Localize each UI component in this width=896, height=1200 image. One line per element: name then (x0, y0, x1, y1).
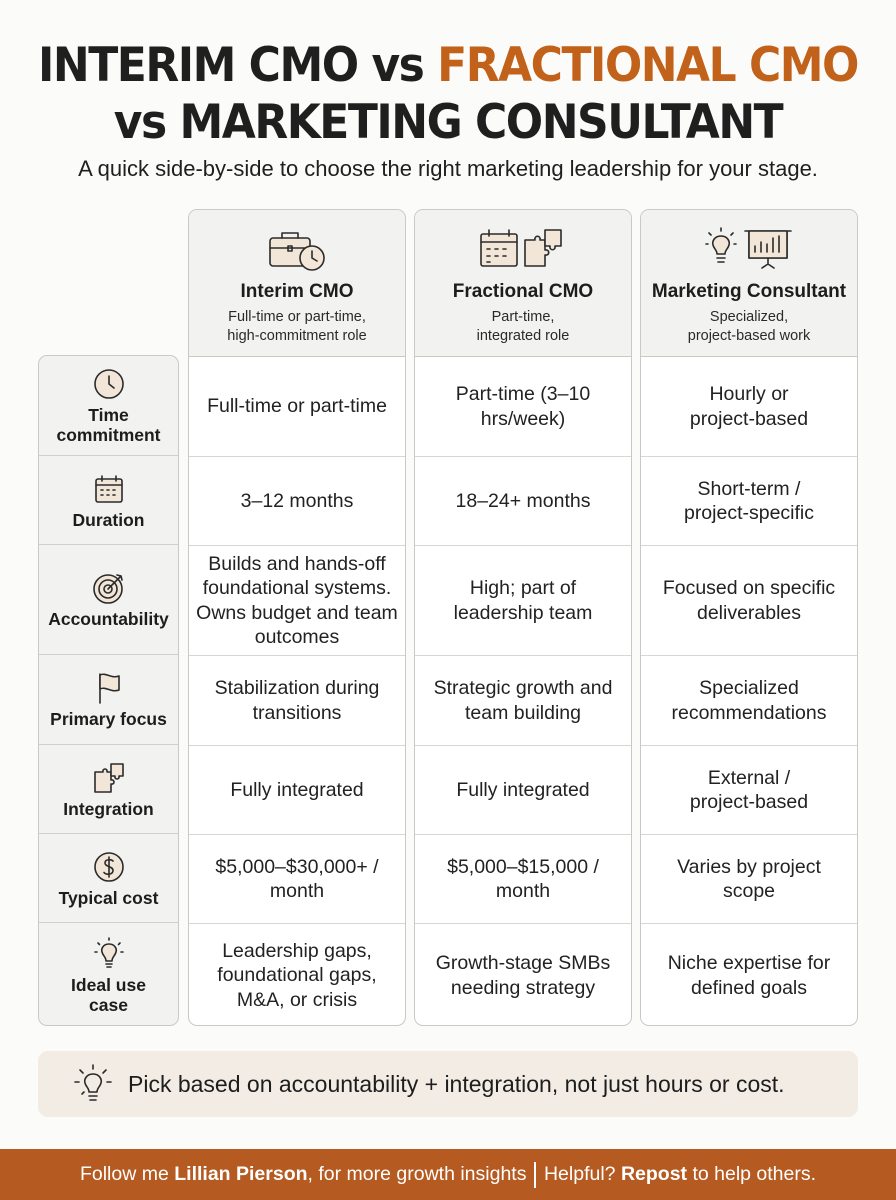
cell-interim-integration: Fully integrated (189, 745, 405, 834)
row-label-accountability: Accountability (39, 544, 178, 654)
page-title-line-2: vs MARKETING CONSULTANT (113, 94, 784, 150)
row-label-text: Integration (63, 798, 154, 819)
footer-banner: Follow me Lillian Pierson, for more grow… (0, 1149, 896, 1200)
cell-fractional-accountability: High; part of leadership team (415, 545, 631, 655)
cell-interim-duration: 3–12 months (189, 456, 405, 545)
cell-consultant-accountability: Focused on specific deliverables (641, 545, 857, 655)
column-marketing-consultant: Marketing Consultant Specialized, projec… (640, 209, 858, 1026)
row-label-text: Duration (72, 509, 145, 530)
cell-consultant-focus: Specialized recommendations (641, 655, 857, 745)
tip-text: Pick based on accountability + integrati… (128, 1070, 785, 1097)
page-title-line-1: INTERIM CMO vs FRACTIONAL CMO (0, 35, 896, 98)
cell-fractional-use-case: Growth-stage SMBs needing strategy (415, 923, 631, 1025)
lightbulb-icon (93, 936, 124, 968)
desc-line: Full-time or part-time, (228, 309, 366, 325)
puzzle-icon (93, 762, 124, 793)
row-labels-column: Time commitment Duration Accountability … (38, 355, 179, 1026)
cell-text: Short-term / project-specific (683, 477, 815, 525)
title-accent: FRACTIONAL CMO (437, 37, 859, 93)
row-label-typical-cost: Typical cost (39, 833, 178, 922)
row-label-text: Ideal use case (71, 974, 146, 1015)
column-header: Fractional CMO Part-time, integrated rol… (415, 210, 631, 357)
column-title: Fractional CMO (452, 281, 594, 302)
cell-interim-use-case: Leadership gaps, foundational gaps, M&A,… (189, 923, 405, 1025)
desc-line: Part-time, (491, 309, 555, 325)
cell-consultant-integration: External / project-based (641, 745, 857, 834)
clock-icon (93, 369, 124, 399)
column-icons (415, 224, 631, 274)
cell-interim-focus: Stabilization during transitions (189, 655, 405, 745)
tip-banner: Pick based on accountability + integrati… (38, 1051, 858, 1117)
cell-text: Niche expertise for defined goals (667, 952, 831, 999)
row-label-ideal-use-case: Ideal use case (39, 922, 178, 1025)
cell-interim-accountability: Builds and hands-off foundational system… (189, 545, 405, 655)
row-label-text: Accountability (48, 609, 169, 629)
page-subtitle: A quick side-by-side to choose the right… (78, 156, 818, 181)
cell-text: External / project-based (689, 766, 809, 814)
row-label-time-commitment: Time commitment (39, 356, 178, 455)
cell-consultant-duration: Short-term / project-specific (641, 456, 857, 545)
row-label-duration: Duration (39, 455, 178, 544)
desc-line: Specialized, (709, 309, 789, 325)
cell-fractional-duration: 18–24+ months (415, 456, 631, 545)
cell-text: Focused on specific deliverables (662, 577, 836, 624)
lightbulb-icon (74, 1064, 112, 1101)
cell-consultant-time: Hourly or project-based (641, 357, 857, 456)
cell-fractional-time: Part-time (3–10 hrs/week) (415, 357, 631, 456)
column-header: Interim CMO Full-time or part-time, high… (189, 210, 405, 357)
calendar-icon (94, 474, 123, 503)
row-label-text: Primary focus (50, 709, 167, 729)
column-title: Marketing Consultant (651, 281, 847, 302)
column-interim-cmo: Interim CMO Full-time or part-time, high… (188, 209, 406, 1026)
row-label-primary-focus: Primary focus (39, 654, 178, 744)
cell-text: High; part of leadership team (453, 577, 593, 624)
cell-fractional-cost: $5,000–$15,000 / month (415, 834, 631, 923)
lightbulb-presentation-icon (705, 227, 792, 269)
footer-text: , for more growth insights (307, 1163, 527, 1185)
column-description: Full-time or part-time, high-commitment … (193, 308, 401, 346)
cell-text: Varies by project scope (677, 855, 821, 903)
calendar-puzzle-icon (480, 229, 562, 267)
column-description: Part-time, integrated role (419, 308, 627, 346)
cell-interim-time: Full-time or part-time (207, 395, 387, 418)
column-header: Marketing Consultant Specialized, projec… (641, 210, 857, 357)
desc-line: integrated role (476, 328, 570, 344)
column-icons (641, 224, 857, 274)
dollar-icon (93, 851, 124, 882)
desc-line: project-based work (687, 328, 811, 344)
target-icon (92, 574, 123, 604)
column-title: Interim CMO (240, 281, 354, 302)
briefcase-clock-icon (269, 232, 325, 271)
repost-label: Repost (620, 1163, 688, 1185)
footer-text: Follow me (79, 1163, 175, 1185)
column-description: Specialized, project-based work (645, 308, 853, 346)
title-part: INTERIM CMO vs (38, 37, 438, 93)
cell-consultant-use-case: Niche expertise for defined goals (641, 923, 857, 1025)
cell-fractional-focus: Strategic growth and team building (415, 655, 631, 745)
column-icons (189, 224, 405, 274)
cell-text: Part-time (3–10 hrs/week) (455, 383, 591, 430)
row-label-text: Typical cost (58, 887, 159, 908)
author-name: Lillian Pierson (174, 1163, 308, 1185)
cell-interim-cost: $5,000–$30,000+ / month (189, 834, 405, 923)
footer-text: Helpful? (543, 1163, 621, 1185)
footer-divider (534, 1161, 536, 1188)
desc-line: high-commitment role (227, 328, 367, 344)
cell-consultant-cost: Varies by project scope (641, 834, 857, 923)
flag-icon (98, 673, 120, 704)
row-label-text: Time commitment (56, 405, 161, 445)
column-fractional-cmo: Fractional CMO Part-time, integrated rol… (414, 209, 632, 1026)
footer-text: to help others. (687, 1163, 817, 1185)
row-label-integration: Integration (39, 744, 178, 833)
cell-fractional-integration: Fully integrated (415, 745, 631, 834)
cell-text: Hourly or project-based (689, 383, 809, 430)
